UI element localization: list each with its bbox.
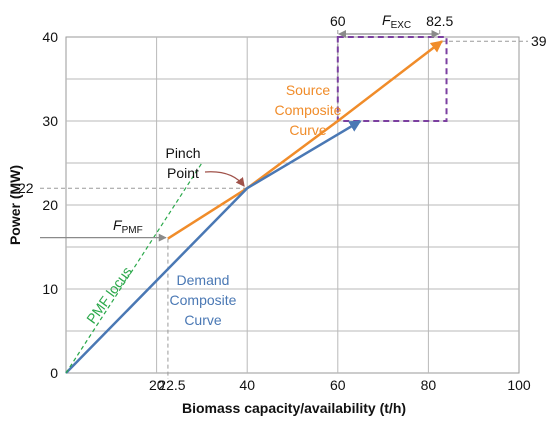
x-tick-label: 40 [239,377,255,393]
exc-start-label: 60 [330,13,346,29]
x-axis-title: Biomass capacity/availability (t/h) [182,400,406,416]
exc-end-label: 82.5 [426,13,453,29]
pinch-point-label-line: Pinch [165,145,200,161]
y-axis-title: Power (MW) [7,165,23,245]
x-tick-label: 60 [330,377,346,393]
y-tick-label: 40 [42,29,58,45]
x-tick-label: 80 [421,377,437,393]
demand-curve-label-line: Composite [170,292,237,308]
f-pmf-label: FPMF [113,217,143,236]
source-curve-label-line: Curve [289,122,327,138]
x-reference-label-22-5: 22.5 [158,377,185,393]
pinch-point-label-line: Point [167,165,199,181]
y-reference-label-22: 22 [18,180,34,196]
demand-curve-label-line: Demand [177,272,230,288]
x-tick-label: 20 [149,377,165,393]
pinch-pointer-arrow [204,171,245,187]
y-tick-label: 0 [50,365,58,381]
f-exc-label: FEXC [382,12,411,31]
demand-composite-curve [65,119,362,374]
y-tick-label: 10 [42,281,58,297]
source-curve-label-line: Composite [275,102,342,118]
source-composite-curve [167,40,443,240]
x-tick-label: 100 [507,377,531,393]
y-tick-label: 30 [42,113,58,129]
source-curve-label-line: Source [286,82,331,98]
y-tick-label: 20 [42,197,58,213]
y-reference-label-39: 39 [531,33,547,49]
demand-curve-label-line: Curve [184,312,222,328]
